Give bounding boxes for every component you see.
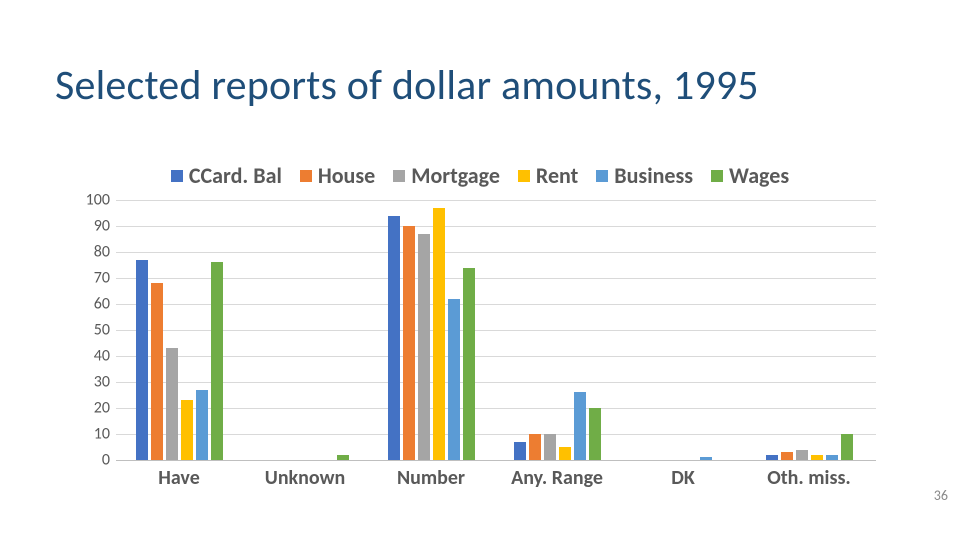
bar [826,455,838,460]
y-tick-label: 50 [70,321,110,340]
bar [388,216,400,460]
legend-item-5: Wages [711,162,789,189]
bar [181,400,193,460]
y-tick-label: 20 [70,399,110,418]
bar [337,455,349,460]
legend-swatch [518,170,530,182]
y-tick-label: 90 [70,217,110,236]
legend-item-1: House [300,162,375,189]
legend-label: House [318,162,375,189]
y-tick-label: 10 [70,425,110,444]
bar [796,450,808,460]
gridline [116,252,876,253]
legend-label: Wages [729,162,789,189]
y-tick-label: 80 [70,243,110,262]
y-tick-label: 70 [70,269,110,288]
legend-label: Mortgage [411,162,500,189]
bar [448,299,460,460]
bar [463,268,475,460]
x-axis-label: DK [671,466,695,490]
bar [514,442,526,460]
bar [841,434,853,460]
bar [766,455,778,460]
gridline [116,382,876,383]
legend-item-3: Rent [518,162,578,189]
bar [196,390,208,460]
y-tick-label: 40 [70,347,110,366]
gridline [116,408,876,409]
gridline [116,330,876,331]
page-number: 36 [934,487,948,504]
bar [403,226,415,460]
gridline [116,304,876,305]
x-axis-label: Have [158,466,200,490]
slide-title: Selected reports of dollar amounts, 1995 [55,60,759,111]
legend-label: Rent [536,162,578,189]
x-axis-label: Number [397,466,465,490]
y-tick-label: 60 [70,295,110,314]
chart-plot [116,200,876,460]
legend-item-2: Mortgage [393,162,500,189]
legend-swatch [711,170,723,182]
bar [574,392,586,460]
bar [781,452,793,460]
bar [418,234,430,460]
x-axis-label: Any. Range [511,466,603,490]
legend-swatch [171,170,183,182]
chart-area: 0102030405060708090100 [76,200,876,460]
gridline [116,460,876,461]
legend-item-4: Business [596,162,693,189]
legend-swatch [300,170,312,182]
legend-item-0: CCard. Bal [171,162,282,189]
chart-x-labels: Have Unknown Number Any. Range DK Oth. miss. [116,466,876,496]
x-axis-label: Oth. miss. [767,466,851,490]
bar [544,434,556,460]
gridline [116,226,876,227]
y-tick-label: 30 [70,373,110,392]
bar [211,262,223,460]
gridline [116,434,876,435]
chart-legend: CCard. Bal House Mortgage Rent Business Wages [0,162,960,189]
bar [529,434,541,460]
bar [136,260,148,460]
gridline [116,356,876,357]
bar [433,208,445,460]
legend-label: CCard. Bal [189,162,282,189]
bar [559,447,571,460]
bar [589,408,601,460]
bar [151,283,163,460]
bar [166,348,178,460]
x-axis-label: Unknown [265,466,345,490]
gridline [116,278,876,279]
legend-label: Business [614,162,693,189]
gridline [116,200,876,201]
y-tick-label: 100 [70,191,110,210]
bar [811,455,823,460]
legend-swatch [393,170,405,182]
legend-swatch [596,170,608,182]
y-tick-label: 0 [70,451,110,470]
bar [700,457,712,460]
